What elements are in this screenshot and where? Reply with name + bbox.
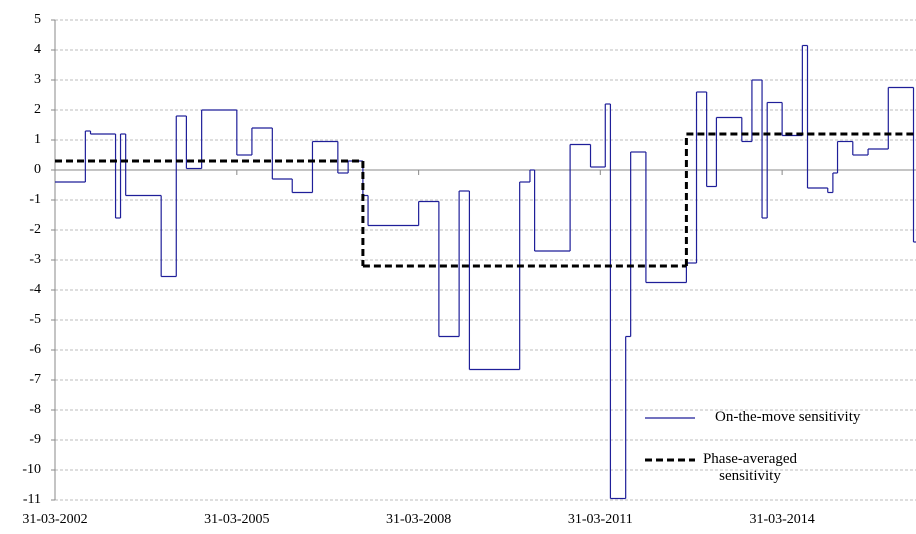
y-tick-label: -5 [29, 312, 41, 327]
x-tick-label: 31-03-2005 [204, 512, 269, 527]
y-tick-label: -8 [29, 402, 41, 417]
x-tick-label: 31-03-2002 [22, 512, 87, 527]
y-tick-label: 0 [34, 162, 41, 177]
x-tick-label: 31-03-2011 [568, 512, 633, 527]
y-tick-label: -10 [22, 462, 41, 477]
y-tick-label: 5 [34, 12, 41, 27]
y-tick-label: -6 [29, 342, 41, 357]
series [55, 44, 916, 500]
x-tick-label: 31-03-2014 [749, 512, 814, 527]
legend-label: Phase-averaged sensitivity [702, 451, 798, 484]
y-tick-label: 1 [34, 132, 41, 147]
y-tick-label: -3 [29, 252, 41, 267]
y-tick-label: -2 [29, 222, 41, 237]
y-tick-label: 3 [34, 72, 41, 87]
y-tick-label: -4 [29, 282, 41, 297]
y-tick-label: -9 [29, 432, 41, 447]
legend-label: On-the-move sensitivity [715, 409, 861, 425]
y-tick-label: -7 [29, 372, 41, 387]
y-tick-label: -1 [29, 192, 41, 207]
series [55, 132, 916, 268]
x-tick-label: 31-03-2008 [386, 512, 451, 527]
y-tick-label: 4 [34, 42, 41, 57]
y-tick-label: 2 [34, 102, 41, 117]
y-tick-label: -11 [23, 492, 41, 507]
